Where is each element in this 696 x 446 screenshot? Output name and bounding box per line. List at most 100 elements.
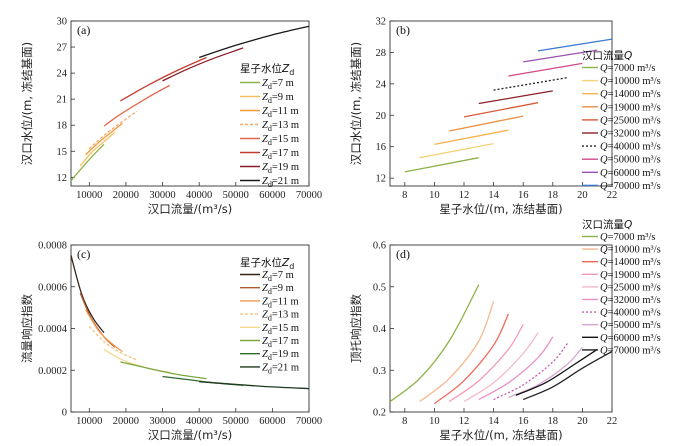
x-tick-label: 10000 (76, 416, 102, 427)
legend-entry: Q=50000 m³/s (600, 155, 661, 166)
plot-frame (70, 20, 310, 187)
series-line (493, 76, 568, 91)
legend-entry: Q=40000 m³/s (600, 142, 661, 153)
series-line (508, 62, 583, 77)
series-line (523, 49, 598, 63)
panel-3: 10000 20000 30000 40000 50000 60000 70000 0 0.00… (20, 241, 322, 443)
legend-entry: Q=32000 m³/s (600, 295, 661, 306)
series-line (404, 157, 479, 173)
x-tick-label: 10 (429, 190, 440, 201)
series-line (478, 336, 554, 401)
x-tick-label: 60000 (259, 190, 285, 201)
series-line (537, 38, 613, 52)
y-tick-label: 15 (57, 147, 68, 158)
series-line (162, 47, 244, 82)
y-tick-label: 27 (57, 43, 68, 54)
x-tick-label: 20 (577, 190, 588, 201)
legend-title: 汉口流量Q (582, 49, 632, 62)
legend-entry: Q=70000 m³/s (600, 345, 661, 356)
legend-entry: Zd​=21 m (262, 176, 299, 189)
x-tick-label: 12 (459, 190, 470, 201)
x-tick-label: 70000 (296, 190, 322, 201)
series-line (103, 84, 171, 127)
x-tick-label: 10 (429, 416, 440, 427)
legend-entry: Zd​=7 m (262, 270, 294, 283)
x-axis-label: 汉口流量/(m³/s) (148, 428, 233, 442)
series-line (389, 284, 480, 403)
y-tick-label: 24 (57, 69, 68, 80)
legend-entry: Zd​=7 m (262, 78, 294, 91)
y-tick-label: 0.0002 (38, 366, 67, 377)
panel-2: 8 10 12 14 16 18 20 22 12 16 20 24 28 32 (b) 星子水位/(m, 冻… (349, 17, 661, 217)
y-tick-label: 0.6 (373, 241, 386, 252)
y-tick-label: 24 (376, 79, 387, 90)
legend-entry: Zd​=15 m (262, 323, 299, 336)
x-tick-label: 8 (402, 416, 407, 427)
legend-entry: Zd​=11 m (262, 106, 299, 119)
plot-frame (389, 20, 613, 187)
x-axis-label: 星子水位/(m, 冻结基面) (439, 428, 562, 442)
y-tick-label: 0.0008 (38, 241, 67, 252)
legend-title: 汉口流量Q (582, 218, 632, 231)
panel-label: (a) (77, 23, 90, 37)
series-line (199, 381, 310, 390)
legend-entry: Zd​=13 m (262, 310, 299, 323)
series-line (478, 90, 553, 105)
legend-entry: Q=7000 m³/s (600, 232, 655, 243)
legend-entry: Zd​=9 m (262, 92, 294, 105)
series-line (448, 323, 524, 403)
series-line (419, 301, 495, 403)
x-tick-label: 50000 (223, 416, 249, 427)
x-tick-label: 14 (488, 416, 499, 427)
series-line (120, 361, 207, 380)
series-line (463, 332, 539, 403)
series-line (88, 110, 138, 150)
legend-entry: Zd​=17 m (262, 148, 299, 161)
legend-title: 星子水位Zd​ (240, 62, 294, 77)
y-axis-label: 汉口水位/(m, 冻结基面) (20, 42, 34, 165)
series-line (103, 348, 171, 373)
y-tick-label: 30 (57, 17, 68, 28)
legend-entry: Zd​=19 m (262, 349, 299, 362)
legend-entry: Q=7000 m³/s (600, 63, 655, 74)
y-tick-label: 0.4 (373, 324, 387, 335)
y-tick-label: 12 (57, 173, 68, 184)
legend-entry: Zd​=11 m (262, 296, 299, 309)
y-tick-label: 0 (62, 408, 67, 419)
legend-entry: Q=19000 m³/s (600, 270, 661, 281)
y-tick-label: 0.0004 (38, 324, 68, 335)
x-tick-label: 30000 (149, 190, 175, 201)
legend-entry: Q=14000 m³/s (600, 257, 661, 268)
y-tick-label: 18 (57, 121, 68, 132)
x-tick-label: 30000 (149, 416, 175, 427)
legend-entry: Q=70000 m³/s (600, 181, 661, 192)
y-tick-label: 32 (376, 17, 387, 28)
legend-entry: Q=10000 m³/s (600, 76, 661, 87)
legend-entry: Q=25000 m³/s (600, 282, 661, 293)
series-line (419, 142, 494, 159)
legend-entry: Zd​=21 m (262, 362, 299, 375)
legend-title: 星子水位Zd​ (240, 256, 294, 271)
legend-entry: Q=19000 m³/s (600, 102, 661, 113)
series-line (120, 56, 207, 102)
series-line (522, 350, 613, 401)
panel-1: 10000 20000 30000 40000 50000 60000 70000 12 15 1… (20, 17, 322, 217)
series-line (463, 102, 539, 118)
series-line (434, 313, 509, 405)
x-tick-label: 18 (548, 190, 559, 201)
panel-label: (b) (396, 23, 410, 37)
series-line (85, 309, 123, 353)
x-axis-label: 汉口流量/(m³/s) (148, 202, 233, 216)
legend-entry: Zd​=13 m (262, 120, 299, 133)
y-tick-label: 0.3 (373, 366, 386, 377)
y-tick-label: 0.0006 (38, 282, 67, 293)
legend-entry: Zd​=9 m (262, 283, 294, 296)
x-tick-label: 40000 (186, 416, 212, 427)
legend-entry: Zd​=15 m (262, 134, 299, 147)
y-tick-label: 20 (376, 111, 387, 122)
series-line (79, 131, 116, 167)
y-axis-label: 汉口水位/(m, 冻结基面) (349, 42, 363, 165)
series-line (88, 325, 138, 361)
y-tick-label: 0.2 (373, 408, 386, 419)
